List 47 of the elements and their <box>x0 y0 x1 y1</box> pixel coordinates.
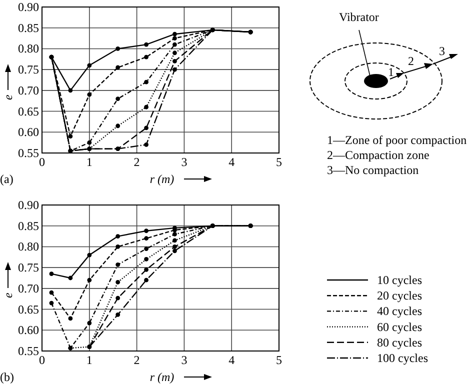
text: (a) <box>0 172 14 186</box>
y-tick-label: 0.85 <box>18 218 39 233</box>
y-axis-title: e <box>1 94 15 100</box>
text: 2—Compaction zone <box>327 148 430 162</box>
x-tick-label: 3 <box>181 155 188 169</box>
text: 3 <box>439 44 445 58</box>
y-tick-label: 0.75 <box>18 62 39 77</box>
legend-label: 80 cycles <box>377 335 422 350</box>
y-tick-label: 0.70 <box>18 281 39 296</box>
text: Vibrator <box>339 10 379 24</box>
text: 3—No compaction <box>327 163 419 177</box>
y-tick-label: 0.60 <box>18 125 39 140</box>
text: 1 <box>388 65 394 79</box>
x-tick-label: 5 <box>276 353 282 367</box>
x-axis-title: r (m) <box>150 370 174 384</box>
y-tick-label: 0.85 <box>18 20 39 35</box>
y-tick-label: 0.90 <box>18 0 39 14</box>
y-tick-label: 0.55 <box>18 146 39 160</box>
y-tick-label: 0.60 <box>18 323 39 338</box>
legend-label: 60 cycles <box>377 320 422 334</box>
legend-label: 100 cycles <box>377 351 428 365</box>
x-tick-label: 4 <box>228 155 235 169</box>
x-tick-label: 3 <box>181 353 188 367</box>
y-axis-title: e <box>1 292 15 298</box>
y-tick-label: 0.80 <box>18 42 39 56</box>
x-tick-label: 1 <box>86 155 92 169</box>
y-tick-label: 0.70 <box>18 83 39 98</box>
y-tick-label: 0.90 <box>18 198 39 212</box>
text: 1—Zone of poor compaction <box>327 133 467 147</box>
x-tick-label: 0 <box>39 155 45 169</box>
legend-label: 10 cycles <box>377 273 422 287</box>
x-tick-label: 2 <box>134 155 140 169</box>
x-tick-label: 4 <box>228 353 235 367</box>
legend-label: 40 cycles <box>377 304 422 318</box>
y-tick-label: 0.80 <box>18 240 39 254</box>
y-tick-label: 0.55 <box>18 344 39 358</box>
x-tick-label: 5 <box>276 155 282 169</box>
legend-label: 20 cycles <box>377 288 422 303</box>
x-axis-title: r (m) <box>150 172 174 186</box>
x-tick-label: 2 <box>134 353 140 367</box>
text: 2 <box>408 54 414 68</box>
y-tick-label: 0.65 <box>18 104 39 118</box>
y-tick-label: 0.65 <box>18 302 39 316</box>
x-tick-label: 0 <box>39 353 45 367</box>
text: (b) <box>0 370 14 384</box>
x-tick-label: 1 <box>86 353 92 367</box>
y-tick-label: 0.75 <box>18 260 39 275</box>
